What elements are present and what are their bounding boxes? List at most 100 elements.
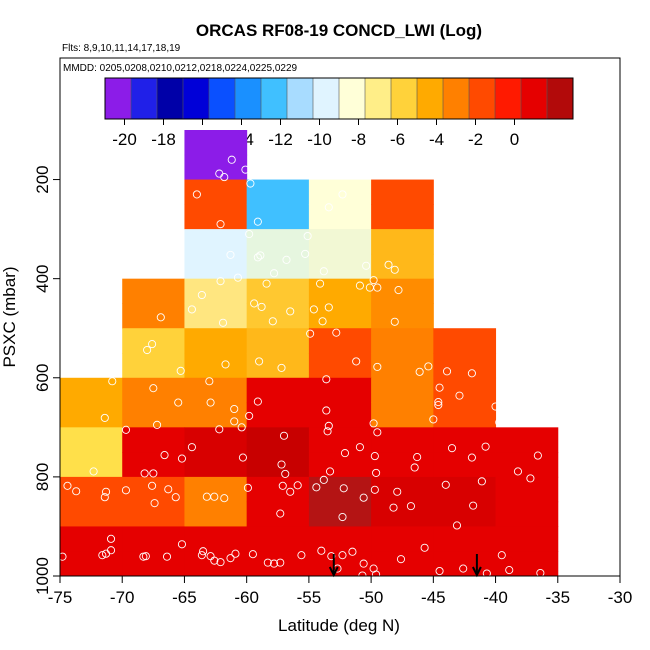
x-tick-label: -60 [234,588,259,607]
x-tick-label: -70 [110,588,135,607]
heatmap-cell [308,526,372,552]
colorbar-swatch [547,78,574,119]
plot-frame [59,57,621,577]
sample-point [177,454,187,463]
y-tick-label: 1000 [33,557,52,595]
heatmap-cell [60,452,123,478]
sample-point [278,481,287,490]
sample-point [72,487,81,496]
colorbar-tick-label: -10 [307,130,332,149]
heatmap-cell [433,452,497,478]
colorbar-swatch [131,78,158,119]
sample-point [359,559,368,568]
sample-point [160,451,169,460]
sample-point [469,501,478,510]
sample-point [477,477,486,486]
heatmap-cell [60,402,123,428]
sample-point [481,442,490,451]
sample-point [230,417,239,426]
x-tick-label: -65 [172,588,197,607]
sample-point [100,413,109,422]
sample-point [434,400,443,410]
sample-point [140,469,149,478]
heatmap-cell [184,427,248,453]
colorbar-swatch [443,78,470,119]
sample-point [435,383,444,392]
sample-point [220,494,229,503]
colorbar-swatch [365,78,392,119]
sample-point [319,475,328,484]
sample-point [269,269,279,278]
heatmap-cell [122,303,185,329]
sample-point [106,534,116,543]
sample-point [338,512,347,522]
sample-point [101,549,111,558]
sample-point [413,453,422,462]
sample-point [536,568,545,578]
heatmap-cell [246,204,310,230]
heatmap-cell [371,551,434,577]
sample-point [149,469,158,478]
heatmap-cell [308,402,372,428]
sample-point [316,279,325,288]
heatmap-cell [371,179,434,205]
x-tick-label: -40 [483,588,508,607]
sample-point [255,357,264,366]
sample-point [348,547,357,556]
sample-point [406,502,415,511]
x-axis-label: Latitude (deg N) [278,616,400,635]
sample-point [216,558,225,567]
heatmap-cell [495,427,559,453]
sample-point [370,485,379,494]
sample-point [467,369,476,378]
heatmap-cell [60,526,123,552]
heatmap-cell [495,476,559,503]
heatmap-cell [371,204,434,230]
sample-point [526,474,535,483]
y-axis-label: PSXC (mbar) [0,266,19,367]
heatmap-cell [308,377,372,404]
heatmap-cell [184,402,248,428]
sample-point [323,427,332,436]
sample-point [238,453,247,462]
sample-point [424,362,433,371]
heatmap-cell [433,501,497,527]
heatmap-cell [184,377,248,404]
heatmap-cell [308,551,372,577]
sample-point [149,384,158,393]
heatmap-cell [122,452,185,478]
colorbar-swatch [183,78,210,119]
heatmap-cell [246,427,310,453]
sample-point [253,253,262,262]
heatmap-cell [122,526,185,552]
sample-point [394,286,403,295]
sample-point [101,487,111,496]
sample-point [233,273,243,282]
sample-point [325,467,335,476]
sample-point [98,551,107,560]
heatmap-cell [122,353,185,379]
colorbar-ticks: -20-18-16-14-12-10-8-6-4-20 [112,119,519,149]
sample-point [467,453,476,462]
sample-point [230,404,239,414]
x-tick-label: -75 [48,588,73,607]
dates-subtitle: MMDD: 0205,0208,0210,0212,0218,0224,0225… [63,63,298,74]
heatmap-cell [184,179,248,205]
heatmap-cell [184,328,248,354]
heatmap-cell [246,229,310,255]
sample-point [373,283,382,292]
sample-point [245,411,254,420]
sample-point [237,423,246,432]
heatmap-cell [433,353,497,379]
sample-point [63,481,72,490]
colorbar-swatch [339,78,366,119]
colorbar-swatch [495,78,522,119]
sample-point [243,483,252,492]
sample-point [276,558,285,567]
sample-point [250,299,259,308]
sample-point [248,550,257,559]
sample-point [281,469,290,478]
sample-point [197,290,206,300]
sample-point [276,509,285,518]
